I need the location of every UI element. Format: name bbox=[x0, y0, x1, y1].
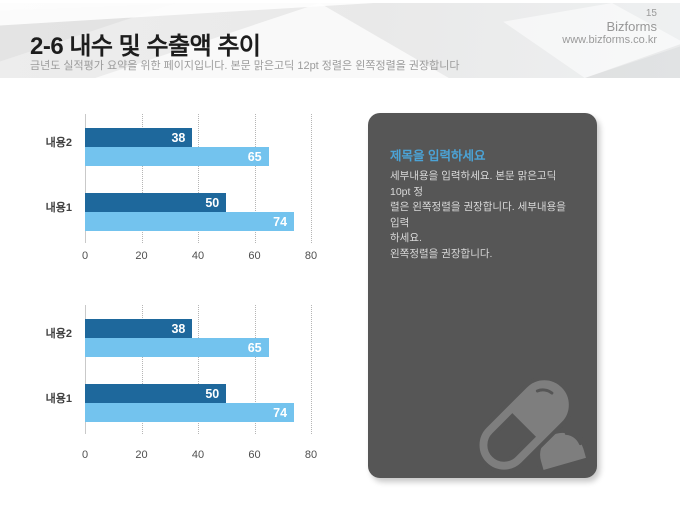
bar-chart-top: 0 20 40 60 80 내용2 38 65 내용1 50 74 bbox=[36, 112, 336, 267]
page-subtitle: 금년도 실적평가 요약을 위한 페이지입니다. 본문 맑은고딕 12pt 정렬은… bbox=[30, 60, 460, 72]
panel-title: 제목을 입력하세요 bbox=[390, 149, 486, 163]
gridline bbox=[254, 305, 256, 434]
bar-dark-내용1: 50 bbox=[85, 193, 227, 212]
bar-light-내용2: 65 bbox=[85, 147, 269, 166]
page-title: 2-6 내수 및 수출액 추이 bbox=[30, 33, 261, 60]
x-tick-label: 80 bbox=[304, 250, 318, 262]
bar-value-label: 65 bbox=[247, 340, 262, 355]
category-label: 내용1 bbox=[45, 202, 72, 214]
gridline bbox=[141, 305, 143, 434]
gridline bbox=[311, 114, 312, 243]
bar-value-label: 74 bbox=[273, 405, 288, 420]
x-tick-label: 40 bbox=[191, 449, 205, 461]
brand-name: Bizforms bbox=[606, 18, 657, 34]
y-axis-line bbox=[85, 114, 86, 243]
x-tick-label: 20 bbox=[135, 449, 148, 461]
x-tick-label: 80 bbox=[304, 449, 318, 461]
gridline bbox=[198, 305, 199, 434]
panel-body: 세부내용을 입력하세요. 본문 맑은고딕 10pt 정 렬은 왼쪽정렬을 권장합… bbox=[390, 170, 566, 260]
gridline bbox=[311, 305, 312, 434]
brand-url[interactable]: www.bizforms.co.kr bbox=[562, 34, 657, 47]
x-tick-label: 0 bbox=[81, 449, 89, 461]
bar-value-label: 38 bbox=[171, 130, 186, 145]
bar-value-label: 50 bbox=[205, 195, 220, 210]
header-band bbox=[0, 3, 680, 78]
x-tick-label: 60 bbox=[248, 449, 261, 461]
bar-value-label: 50 bbox=[205, 386, 220, 401]
bar-value-label: 38 bbox=[171, 321, 186, 336]
bar-light-내용1: 74 bbox=[85, 403, 295, 422]
bar-dark-내용2: 38 bbox=[85, 128, 193, 147]
bar-dark-내용2: 38 bbox=[85, 319, 193, 338]
bar-light-내용2: 65 bbox=[85, 338, 269, 357]
x-tick-label: 40 bbox=[191, 250, 205, 262]
gridline bbox=[141, 114, 143, 243]
brand-block: 15 Bizforms www.bizforms.co.kr bbox=[562, 8, 657, 47]
pill-icon bbox=[475, 376, 591, 474]
bar-light-내용1: 74 bbox=[85, 212, 295, 231]
bar-dark-내용1: 50 bbox=[85, 384, 227, 403]
page-number: 15 bbox=[645, 8, 657, 19]
x-tick-label: 60 bbox=[248, 250, 261, 262]
y-axis-line bbox=[85, 305, 86, 434]
x-tick-label: 0 bbox=[81, 250, 89, 262]
bar-value-label: 74 bbox=[273, 214, 288, 229]
category-label: 내용2 bbox=[45, 328, 72, 340]
text-panel: 제목을 입력하세요 세부내용을 입력하세요. 본문 맑은고딕 10pt 정 렬은… bbox=[368, 113, 597, 478]
bar-value-label: 65 bbox=[247, 149, 262, 164]
gridline bbox=[198, 114, 199, 243]
bar-chart-bottom: 0 20 40 60 80 내용2 38 65 내용1 50 74 bbox=[36, 303, 336, 461]
category-label: 내용1 bbox=[45, 393, 72, 405]
category-label: 내용2 bbox=[45, 137, 72, 149]
x-tick-label: 20 bbox=[135, 250, 148, 262]
gridline bbox=[254, 114, 256, 243]
